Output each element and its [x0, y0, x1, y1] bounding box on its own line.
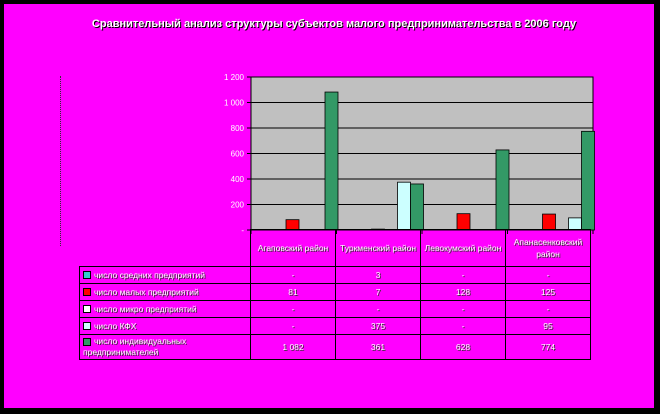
- y-axis-label: [60, 76, 67, 246]
- legend-label: число КФХ: [94, 320, 137, 331]
- legend-label: число индивидуальных предпринимателей: [83, 336, 187, 357]
- bar: [581, 130, 595, 231]
- legend-label: число малых предприятий: [94, 286, 199, 297]
- legend-entry: число КФХ: [79, 317, 251, 335]
- legend-entry: число индивидуальных предпринимателей: [79, 334, 251, 360]
- data-label: -: [250, 300, 336, 318]
- y-tick-label: 1 200: [224, 73, 245, 82]
- data-label: -: [420, 266, 506, 284]
- table-row: число средних предприятий -3- -: [79, 266, 591, 284]
- data-label: -: [420, 317, 506, 335]
- data-label: 375: [335, 317, 421, 335]
- x-category-label: Туркменский район: [335, 229, 421, 267]
- table-header-row: Агаповский район Туркменский район Левокум…: [79, 229, 591, 267]
- legend-entry: число малых предприятий: [79, 283, 251, 301]
- legend-key: [83, 288, 91, 297]
- data-table: Агаповский район Туркменский район Левокум…: [79, 229, 591, 360]
- legend-entry: число микро предприятий: [79, 300, 251, 318]
- data-label: 3: [335, 266, 421, 284]
- legend-label: число средних предприятий: [94, 269, 206, 280]
- bar: [495, 149, 510, 231]
- data-label: 361: [335, 334, 421, 360]
- legend-key: [83, 305, 91, 314]
- data-label: -: [335, 300, 421, 318]
- x-category-label: Левокумский район: [420, 229, 506, 267]
- data-label: -: [420, 300, 506, 318]
- y-tick-label: 200: [231, 201, 245, 210]
- y-tick-label: 800: [231, 124, 245, 133]
- chart-title: Сравнительный анализ структуры субъектов…: [91, 18, 577, 30]
- table-row: число микро предприятий - - - -: [79, 300, 591, 318]
- data-label: -: [250, 317, 336, 335]
- data-label: 628: [420, 334, 506, 360]
- legend-label: число микро предприятий: [94, 303, 197, 314]
- bar: [324, 91, 339, 231]
- data-label: 774: [505, 334, 591, 360]
- y-tick-label: 400: [231, 175, 245, 184]
- bar: [456, 213, 471, 231]
- table-corner-cell: [79, 229, 251, 267]
- data-label: 95: [505, 317, 591, 335]
- table-row: число малых предприятий 81 7 128 125: [79, 283, 591, 301]
- legend-key: [83, 271, 91, 280]
- bar: [410, 183, 424, 231]
- legend-entry: число средних предприятий: [79, 266, 251, 284]
- data-label: -: [250, 266, 336, 284]
- data-label: 7: [335, 283, 421, 301]
- legend-key: [83, 322, 91, 331]
- x-category-label: Агаповский район: [250, 229, 336, 267]
- data-label: 125: [505, 283, 591, 301]
- bar: [542, 213, 556, 231]
- bar: [397, 181, 411, 231]
- data-label: 81: [250, 283, 336, 301]
- x-category-label: Апанасенковский район: [505, 229, 591, 267]
- table-row: число индивидуальных предпринимателей 1 0…: [79, 334, 591, 360]
- y-tick-label: 1 000: [224, 99, 245, 108]
- data-label: 128: [420, 283, 506, 301]
- y-tick-label: 600: [231, 150, 245, 159]
- data-label: -: [505, 300, 591, 318]
- table-row: число КФХ -375-95: [79, 317, 591, 335]
- legend-key: [83, 337, 91, 346]
- data-label: 1 082: [250, 334, 336, 360]
- data-label: -: [505, 266, 591, 284]
